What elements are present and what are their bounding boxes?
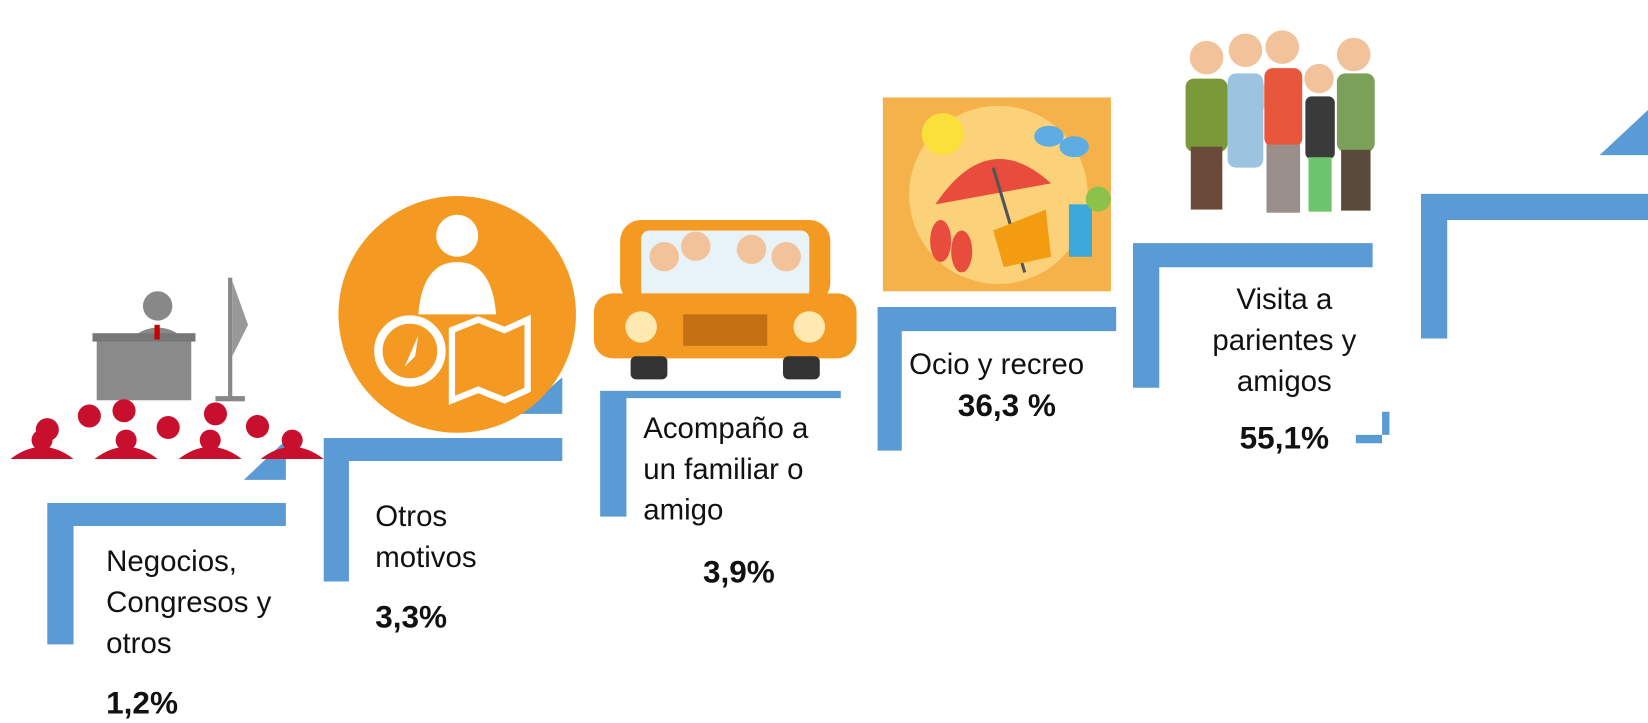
step-label: Ocio y recreo [909,348,1084,381]
step-label: Acompaño a [643,412,809,445]
step-value: 36,3 % [958,388,1056,423]
step-bracket [877,307,1117,451]
staircase [47,110,1648,645]
step-bracket [1420,193,1648,339]
family-icon [1185,30,1375,213]
step-label: Visita a [1236,283,1333,316]
step-value: 3,9% [703,555,775,590]
step-label: Congresos y [106,586,271,619]
arrow-tip [1599,110,1648,156]
step-bracket [1133,243,1373,388]
labels: Negocios, Congresos y otros 1,2% Otros motivo… [106,283,1356,720]
step-label: un familiar o [643,453,803,486]
leisure-icon [882,97,1111,292]
step-bracket [323,437,563,582]
step-corner [243,440,286,480]
step-label: Negocios, [106,545,237,578]
step-value: 3,3% [375,600,447,635]
step-value: 1,2% [106,686,178,721]
step-label: parientes y [1212,324,1356,357]
car-icon [593,220,857,380]
step-label: amigos [1237,365,1332,398]
step-corner [1355,411,1390,444]
other-icon [338,195,576,433]
step-value: 55,1% [1240,421,1329,456]
step-bracket [600,390,841,517]
step-label: Otros [375,500,447,533]
step-label: motivos [375,541,476,574]
step-label: otros [106,627,171,660]
step-bracket [47,502,286,645]
business-icon [10,277,324,459]
step-label: amigo [643,494,723,527]
